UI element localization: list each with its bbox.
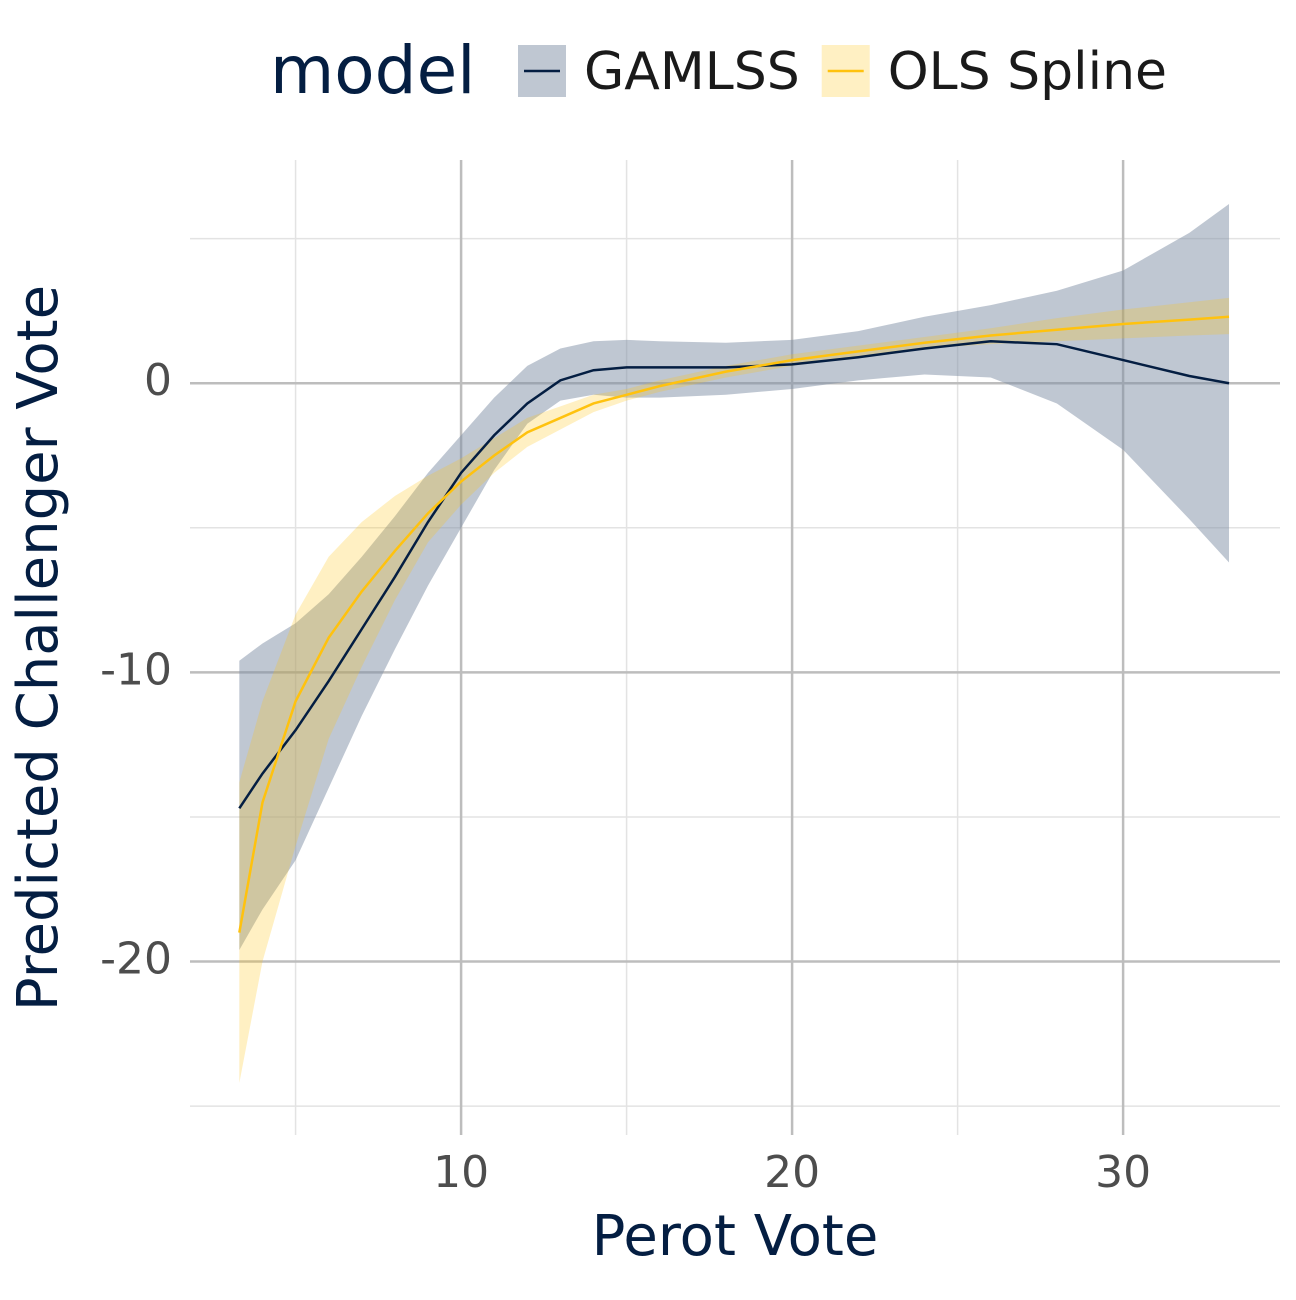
- legend-label: GAMLSS: [584, 42, 800, 102]
- confidence-band: [239, 203, 1230, 950]
- x-tick-label: 30: [1095, 1147, 1151, 1198]
- y-tick-label: -10: [100, 644, 172, 695]
- x-tick-label: 20: [764, 1147, 820, 1198]
- x-axis-title: Perot Vote: [592, 1204, 879, 1269]
- y-tick-label: 0: [144, 355, 172, 406]
- line: [238, 340, 1230, 809]
- legend-title: model: [270, 32, 476, 109]
- x-tick-label: 10: [433, 1147, 489, 1198]
- line: [238, 315, 1230, 933]
- legend-label: OLS Spline: [888, 42, 1167, 102]
- y-axis-title: Predicted Challenger Vote: [6, 285, 71, 1011]
- y-tick-label: -20: [100, 934, 172, 985]
